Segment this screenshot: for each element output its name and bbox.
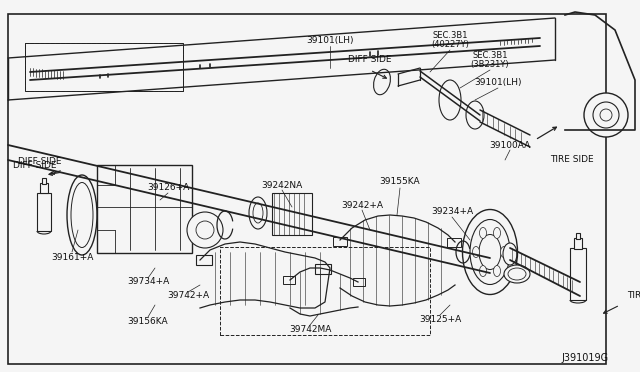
Text: DIFF SIDE: DIFF SIDE [19, 157, 61, 167]
Circle shape [600, 109, 612, 121]
Bar [40, 183, 48, 193]
Text: 39742MA: 39742MA [289, 326, 331, 334]
Ellipse shape [503, 243, 517, 265]
Bar [283, 276, 295, 284]
Text: 39101(LH): 39101(LH) [474, 77, 522, 87]
Bar [570, 248, 586, 300]
Bar [25, 43, 183, 91]
Text: DIFF SIDE: DIFF SIDE [13, 160, 57, 170]
Bar [353, 278, 365, 286]
Text: TIRE SIDE: TIRE SIDE [627, 292, 640, 301]
Ellipse shape [479, 227, 486, 238]
Text: 39100AA: 39100AA [490, 141, 531, 150]
Text: TIRE SIDE: TIRE SIDE [550, 155, 594, 164]
Text: 39234+A: 39234+A [431, 208, 473, 217]
Circle shape [187, 212, 223, 248]
Ellipse shape [508, 268, 526, 280]
Ellipse shape [470, 219, 510, 285]
Bar [42, 178, 46, 184]
Ellipse shape [439, 80, 461, 120]
Ellipse shape [249, 197, 267, 229]
Circle shape [584, 93, 628, 137]
Text: 39161+A: 39161+A [51, 253, 93, 263]
Circle shape [196, 221, 214, 239]
Text: 39125+A: 39125+A [419, 315, 461, 324]
Bar [25, 43, 183, 91]
Text: 39742+A: 39742+A [167, 292, 209, 301]
Ellipse shape [466, 101, 484, 129]
Text: 39155KA: 39155KA [380, 177, 420, 186]
Bar [37, 193, 51, 231]
Bar [333, 237, 347, 246]
Text: 39156KA: 39156KA [128, 317, 168, 327]
Circle shape [593, 102, 619, 128]
Bar [576, 233, 580, 239]
Ellipse shape [472, 247, 479, 257]
Text: 39734+A: 39734+A [127, 278, 169, 286]
Bar [315, 264, 331, 274]
Bar [272, 193, 312, 235]
Text: 39101(LH): 39101(LH) [307, 35, 354, 45]
Ellipse shape [253, 203, 263, 223]
Text: SEC.3B1: SEC.3B1 [432, 31, 468, 39]
Bar [196, 255, 212, 265]
Ellipse shape [493, 266, 500, 276]
Ellipse shape [463, 209, 518, 295]
Bar [447, 238, 461, 247]
Text: SEC.3B1: SEC.3B1 [472, 51, 508, 60]
Text: DIFF SIDE: DIFF SIDE [348, 55, 392, 64]
Bar [97, 165, 192, 253]
Ellipse shape [493, 227, 500, 238]
Ellipse shape [504, 265, 530, 283]
Text: 39242+A: 39242+A [341, 201, 383, 209]
Text: 39126+A: 39126+A [147, 183, 189, 192]
Text: (40227Y): (40227Y) [431, 39, 469, 48]
Bar [220, 247, 430, 335]
Ellipse shape [479, 266, 486, 276]
Text: (3B231Y): (3B231Y) [470, 60, 509, 68]
Text: J391019G: J391019G [561, 353, 609, 363]
Bar [574, 238, 582, 249]
Text: 39242NA: 39242NA [261, 180, 303, 189]
Ellipse shape [374, 69, 390, 95]
Ellipse shape [500, 247, 508, 257]
Ellipse shape [67, 175, 97, 255]
Ellipse shape [71, 183, 93, 247]
Ellipse shape [479, 234, 501, 269]
